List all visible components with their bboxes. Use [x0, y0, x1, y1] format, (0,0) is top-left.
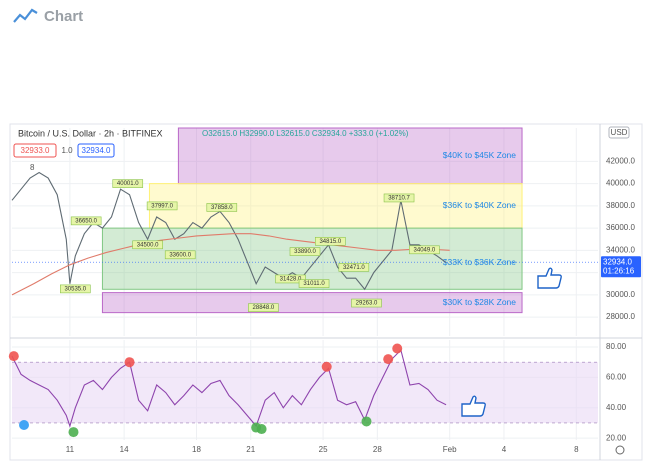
annotation-label: 37997.0 — [151, 203, 173, 209]
annotation-label: 40001.0 — [117, 181, 139, 187]
x-tick-label: 21 — [246, 445, 255, 454]
series-line — [11, 171, 447, 291]
annotation-label: 37858.0 — [211, 205, 233, 211]
signal-marker — [361, 416, 372, 427]
annotation-box — [70, 216, 102, 226]
signal-marker — [8, 351, 19, 362]
annotation-label: 29263.0 — [356, 301, 378, 307]
plot: 111418212528Feb4828000.030000.032000.034… — [8, 127, 635, 454]
annotation-box — [164, 250, 196, 260]
buy-price[interactable]: 32934.0 — [82, 146, 111, 155]
y-tick-label: 42000.0 — [606, 156, 635, 165]
annotation-box — [275, 274, 306, 284]
annotation-label: 31428.0 — [280, 277, 302, 283]
x-tick-label: 4 — [502, 445, 507, 454]
y-tick-label: 34000.0 — [606, 245, 635, 254]
chart-icon — [13, 8, 38, 23]
annotation-box — [383, 193, 415, 203]
signal-marker — [392, 343, 403, 354]
annotation-label: 31011.0 — [303, 281, 325, 287]
x-tick-label: 25 — [319, 445, 328, 454]
annotation-box — [338, 263, 370, 272]
annotation-box — [60, 284, 91, 294]
last-price-box — [601, 256, 641, 278]
x-tick-label: 28 — [373, 445, 382, 454]
zone — [101, 292, 523, 314]
currency-box[interactable] — [608, 126, 630, 139]
y-tick-label: 80.00 — [606, 342, 627, 351]
zone — [177, 127, 523, 185]
signal-marker — [383, 354, 394, 365]
annotation-box — [298, 279, 330, 288]
zone-label: $33K to $36K Zone — [443, 257, 517, 267]
cloud-icon[interactable] — [19, 420, 29, 430]
series-line — [11, 233, 450, 296]
annotation-label: 30535.0 — [64, 286, 86, 292]
annotation-box — [351, 298, 382, 308]
zone-label: $40K to $45K Zone — [443, 150, 517, 160]
ohlc-info: O32615.0 H32990.0 L32615.0 C32934.0 +333… — [202, 129, 409, 138]
annotation-label: 32471.0 — [343, 265, 365, 271]
annotation-label: 28848.0 — [253, 305, 275, 311]
annotation-label: 36650.0 — [75, 218, 97, 224]
zone-label: $30K to $28K Zone — [443, 297, 517, 307]
y-tick-label: 30000.0 — [606, 290, 635, 299]
rsi-band — [12, 362, 598, 423]
y-tick-label: 60.00 — [606, 372, 627, 381]
hand-icon — [461, 395, 486, 417]
y-tick-label: 36000.0 — [606, 223, 635, 232]
annotation-label: 34500.0 — [137, 242, 159, 248]
x-tick-label: Feb — [443, 445, 457, 454]
hand-icon — [537, 267, 562, 289]
signal-marker — [124, 357, 135, 368]
annotation-label: 33600.0 — [169, 252, 191, 258]
signal-marker — [321, 361, 332, 372]
settings-icon[interactable] — [615, 445, 625, 455]
buy-button[interactable] — [77, 143, 115, 158]
annotation-label: 33890.0 — [294, 249, 316, 255]
y-tick-label: 40000.0 — [606, 179, 635, 188]
x-tick-label: 11 — [66, 445, 75, 454]
y-tick-label: 40.00 — [606, 403, 627, 412]
zone-label: $36K to $40K Zone — [443, 200, 517, 210]
signal-marker — [256, 424, 267, 435]
annotation-box — [132, 240, 163, 250]
page-title: Chart — [44, 8, 83, 25]
countdown-label: 01:26:16 — [603, 266, 635, 275]
y-tick-label: 20.00 — [606, 433, 627, 442]
y-tick-label: 28000.0 — [606, 312, 635, 321]
annotation-label: 34049.0 — [414, 247, 436, 253]
indicator-count[interactable]: 8 — [30, 163, 35, 172]
x-tick-label: 8 — [574, 445, 579, 454]
signal-marker — [68, 427, 79, 438]
series-line — [11, 348, 447, 428]
annotation-box — [289, 247, 321, 256]
spread: 1.0 — [61, 146, 73, 155]
annotation-box — [409, 245, 440, 255]
x-tick-label: 14 — [120, 445, 129, 454]
currency[interactable]: USD — [611, 128, 628, 137]
annotation-box — [315, 236, 346, 246]
y-tick-label: 38000.0 — [606, 201, 635, 210]
symbol-name: Bitcoin / U.S. Dollar · 2h · BITFINEX — [18, 128, 163, 138]
x-tick-label: 18 — [192, 445, 201, 454]
annotation-label: 38710.7 — [388, 196, 410, 202]
annotation-box — [112, 179, 144, 188]
annotation-label: 34815.0 — [319, 239, 341, 245]
annotation-box — [248, 303, 279, 312]
annotation-box — [206, 203, 238, 212]
sell-button[interactable] — [13, 143, 57, 158]
sell-price[interactable]: 32933.0 — [21, 146, 50, 155]
last-price-label: 32934.0 — [603, 257, 632, 266]
annotation-box — [146, 201, 178, 211]
